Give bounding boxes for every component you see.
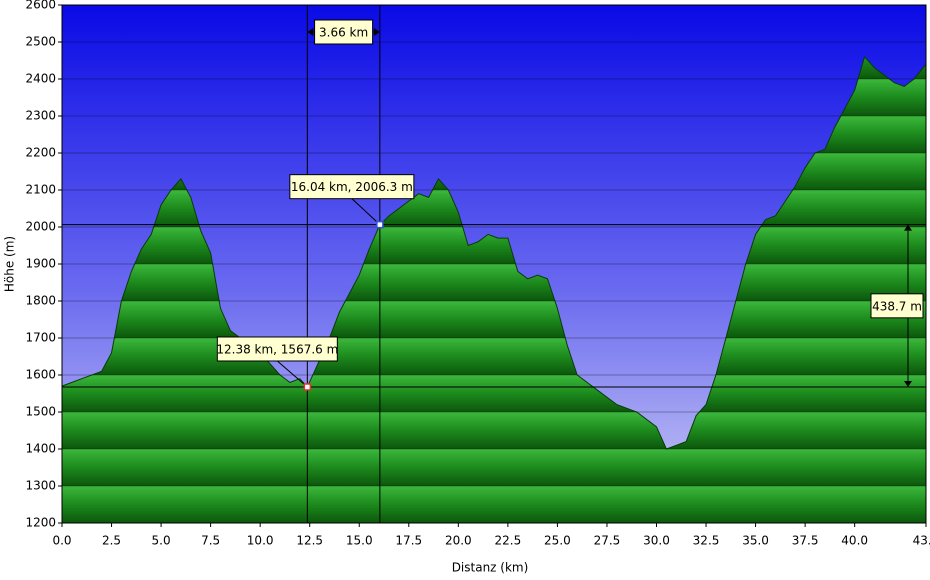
- y-tick-label: 2600: [25, 0, 56, 12]
- height-label: 438.7 m: [872, 299, 922, 313]
- y-tick-label: 1300: [25, 479, 56, 493]
- plot-frame: [61, 4, 927, 524]
- y-tick-label: 1400: [25, 442, 56, 456]
- y-tick-label: 1600: [25, 368, 56, 382]
- x-tick-label: 22.5: [495, 534, 522, 548]
- x-tick-label: 35.0: [742, 534, 769, 548]
- x-tick-label: 30.0: [643, 534, 670, 548]
- x-tick-label: 43.6: [913, 534, 930, 548]
- y-tick-label: 1800: [25, 294, 56, 308]
- marker-label: 12.38 km, 1567.6 m: [216, 342, 338, 356]
- x-tick-label: 12.5: [296, 534, 323, 548]
- marker: [303, 383, 312, 391]
- y-tick-label: 1900: [25, 257, 56, 271]
- marker-label-box: [216, 336, 338, 362]
- y-tick-label: 2100: [25, 183, 56, 197]
- x-tick-label: 10.0: [247, 534, 274, 548]
- callout-pointer: [277, 360, 308, 388]
- x-tick-label: 37.5: [792, 534, 819, 548]
- height-label-box: [870, 293, 924, 319]
- distance-label: 3.66 km: [319, 26, 368, 40]
- x-tick-label: 25.0: [544, 534, 571, 548]
- y-tick-label: 2000: [25, 220, 56, 234]
- x-tick-label: 27.5: [594, 534, 621, 548]
- marker: [376, 220, 384, 229]
- y-tick-label: 1200: [25, 516, 56, 530]
- y-tick-label: 1500: [25, 405, 56, 419]
- y-tick-label: 2400: [25, 72, 56, 86]
- y-tick-label: 2300: [25, 109, 56, 123]
- x-tick-label: 7.5: [201, 534, 220, 548]
- marker-label: 16.04 km, 2006.3 m: [291, 180, 413, 194]
- x-tick-label: 40.0: [841, 534, 868, 548]
- x-tick-label: 5.0: [152, 534, 171, 548]
- x-tick-label: 2.5: [102, 534, 121, 548]
- x-tick-label: 32.5: [693, 534, 720, 548]
- x-axis-label: Distanz (km): [452, 561, 529, 575]
- marker-label-box: [289, 174, 415, 200]
- x-tick-label: 17.5: [395, 534, 422, 548]
- y-tick-label: 2200: [25, 146, 56, 160]
- callout-pointer: [351, 198, 381, 226]
- x-tick-label: 0.0: [52, 534, 71, 548]
- distance-label-box: [314, 19, 374, 45]
- y-axis-label: Höhe (m): [3, 236, 17, 292]
- x-tick-label: 20.0: [445, 534, 472, 548]
- y-tick-label: 2500: [25, 35, 56, 49]
- y-tick-label: 1700: [25, 331, 56, 345]
- x-tick-label: 15.0: [346, 534, 373, 548]
